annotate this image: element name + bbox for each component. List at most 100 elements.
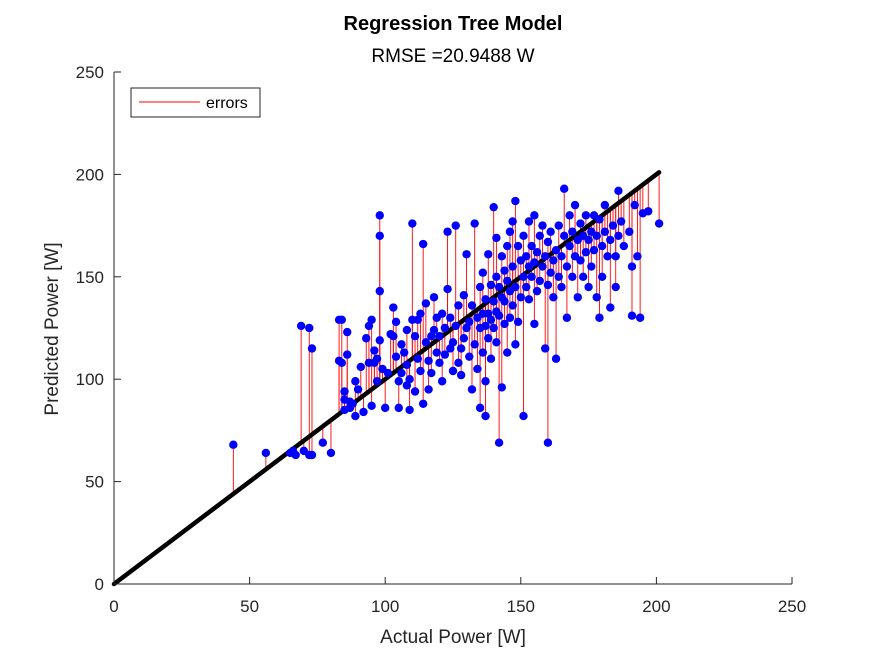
y-axis-label: Predicted Power [W] [42, 242, 63, 415]
data-point [399, 348, 409, 357]
data-point [454, 301, 463, 310]
data-point [546, 227, 555, 236]
data-point [494, 282, 504, 292]
data-point [543, 280, 553, 290]
data-point [535, 231, 544, 241]
data-point [343, 350, 352, 359]
data-point [362, 334, 371, 343]
data-point [459, 291, 469, 300]
data-point [451, 321, 460, 331]
data-point [307, 450, 317, 460]
data-point [470, 340, 479, 349]
data-point [597, 272, 607, 281]
data-point [603, 252, 612, 261]
data-point [413, 354, 422, 363]
data-point [597, 241, 607, 251]
data-point [568, 227, 577, 236]
data-point [587, 262, 596, 271]
data-point [375, 286, 384, 296]
data-point [478, 268, 488, 277]
data-point [397, 340, 406, 349]
data-point [481, 411, 490, 421]
plot-area [111, 170, 664, 587]
data-point [405, 405, 414, 415]
data-point [568, 272, 577, 281]
data-point [644, 207, 653, 216]
data-point [538, 262, 547, 271]
data-point [383, 368, 393, 378]
data-point [375, 231, 384, 241]
data-point [429, 325, 439, 335]
data-point [600, 227, 610, 236]
data-point [611, 252, 620, 261]
data-point [576, 256, 585, 265]
chart-title: Regression Tree Model [344, 13, 563, 35]
data-point [486, 280, 496, 290]
data-point [584, 235, 593, 245]
data-point [473, 364, 482, 374]
data-point [492, 233, 501, 243]
data-point [614, 186, 623, 195]
data-point [348, 399, 357, 408]
x-tick-label: 0 [109, 597, 118, 616]
data-point [492, 338, 501, 347]
data-point [530, 211, 539, 220]
y-tick-label: 100 [76, 370, 104, 389]
data-point [467, 301, 477, 310]
data-point [541, 344, 550, 353]
data-point [532, 248, 542, 257]
data-point [519, 411, 528, 421]
data-point [549, 256, 558, 265]
data-point [503, 241, 512, 251]
x-tick-label: 150 [507, 597, 535, 616]
data-point [484, 250, 493, 259]
chart-subtitle: RMSE =20.9488 W [371, 46, 534, 67]
data-point [595, 313, 604, 322]
data-point [494, 438, 504, 447]
data-point [467, 385, 477, 394]
x-tick-label: 100 [371, 597, 399, 616]
data-point [437, 377, 447, 386]
data-point [305, 323, 314, 333]
data-point [530, 258, 539, 267]
data-point [402, 360, 412, 370]
data-point [519, 272, 528, 281]
data-point [372, 377, 382, 386]
data-point [489, 297, 498, 306]
data-point [296, 321, 306, 331]
data-point [367, 401, 376, 411]
data-point [418, 239, 428, 249]
data-point [627, 262, 637, 271]
data-point [489, 202, 498, 212]
axes: 0 50 100 150 200 250 0 50 100 150 200 250 [76, 63, 807, 616]
data-point [391, 352, 401, 361]
data-point [337, 358, 347, 368]
data-point [459, 334, 469, 343]
data-point [497, 383, 507, 392]
data-point [326, 448, 336, 458]
data-point [475, 282, 485, 292]
data-point [505, 227, 515, 236]
data-point [527, 272, 536, 281]
data-point [448, 338, 458, 347]
data-point [367, 315, 376, 325]
y-ticks: 0 50 100 150 200 250 [76, 63, 121, 594]
data-point [394, 377, 403, 386]
data-point [500, 319, 509, 329]
data-point [522, 252, 531, 261]
data-point [494, 311, 504, 320]
data-point [481, 321, 490, 331]
data-point [337, 315, 347, 325]
y-tick-label: 0 [95, 575, 104, 594]
data-point [505, 313, 515, 322]
data-point [318, 438, 328, 447]
data-point [619, 241, 629, 251]
data-point [389, 303, 398, 312]
data-point [418, 399, 428, 408]
data-point [424, 356, 433, 365]
data-point [562, 313, 572, 322]
data-point [410, 331, 420, 341]
data-point [538, 221, 547, 230]
data-point [627, 311, 637, 320]
